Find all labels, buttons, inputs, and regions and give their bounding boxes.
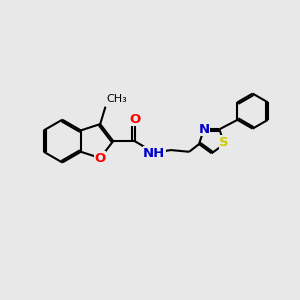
Text: NH: NH bbox=[143, 147, 165, 160]
Text: O: O bbox=[94, 152, 106, 165]
Text: O: O bbox=[129, 113, 140, 126]
Text: S: S bbox=[220, 136, 229, 149]
Text: CH₃: CH₃ bbox=[106, 94, 127, 104]
Text: N: N bbox=[198, 123, 209, 136]
